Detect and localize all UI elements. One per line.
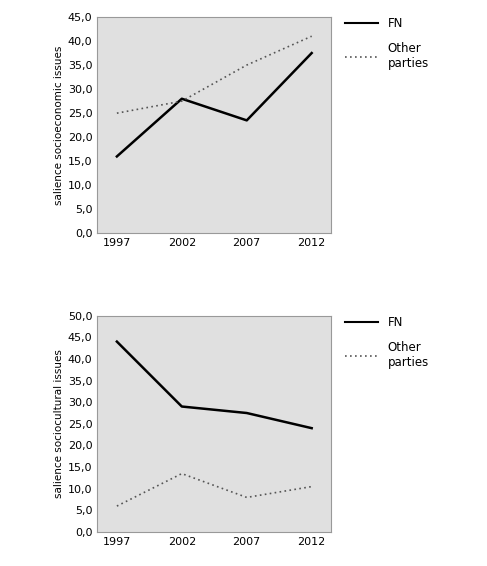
Other
parties xyxy=(114,503,120,509)
Other
parties xyxy=(114,110,120,117)
Y-axis label: salience sociocultural issues: salience sociocultural issues xyxy=(54,349,64,498)
FN xyxy=(244,117,250,124)
FN xyxy=(244,410,250,417)
FN xyxy=(114,153,120,160)
Other
parties xyxy=(244,494,250,501)
Y-axis label: salience socioeconomic issues: salience socioeconomic issues xyxy=(54,45,64,205)
FN xyxy=(114,338,120,345)
Line: Other
parties: Other parties xyxy=(117,474,312,506)
Legend: FN, Other
parties: FN, Other parties xyxy=(340,12,434,75)
Other
parties xyxy=(309,33,315,40)
Legend: FN, Other
parties: FN, Other parties xyxy=(340,311,434,374)
Other
parties xyxy=(179,470,185,477)
Line: FN: FN xyxy=(117,342,312,428)
Line: Other
parties: Other parties xyxy=(117,36,312,113)
Other
parties xyxy=(244,62,250,68)
FN xyxy=(309,50,315,57)
Line: FN: FN xyxy=(117,53,312,156)
FN xyxy=(309,424,315,431)
Other
parties xyxy=(309,483,315,490)
FN xyxy=(179,403,185,410)
Other
parties xyxy=(179,98,185,105)
FN xyxy=(179,95,185,102)
